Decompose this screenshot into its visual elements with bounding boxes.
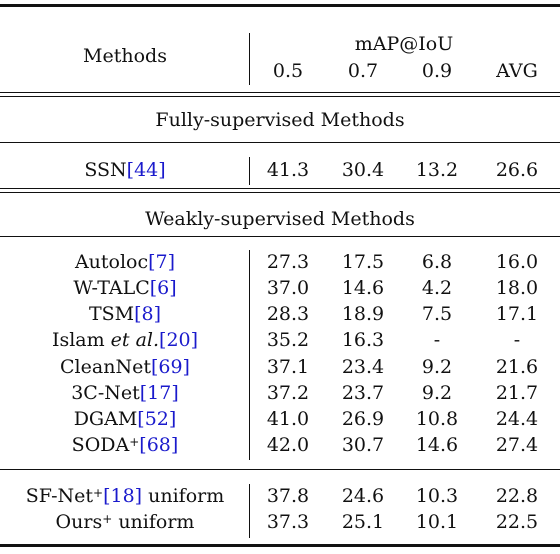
method-cleannet: CleanNet[69]: [60, 356, 190, 378]
value-sfnet-09: 10.3: [415, 485, 459, 507]
value-islam-05: 35.2: [266, 329, 310, 351]
value-sfnet-07: 24.6: [341, 485, 385, 507]
value-cleannet-avg: 21.6: [495, 356, 539, 378]
value-soda-05: 42.0: [266, 434, 310, 456]
top-rule: [0, 4, 560, 7]
method-soda: SODA+[68]: [71, 434, 179, 456]
value-3cnet-07: 23.7: [341, 382, 385, 404]
bottom-rule: [0, 544, 560, 547]
value-autoloc-avg: 16.0: [495, 251, 539, 273]
value-3cnet-09: 9.2: [421, 382, 453, 404]
value-wtalc-07: 14.6: [341, 277, 385, 299]
weak-vline: [249, 250, 250, 460]
citation-link[interactable]: [20]: [159, 329, 199, 351]
method-ours: Ours+ uniform: [55, 511, 195, 533]
value-cleannet-07: 23.4: [341, 356, 385, 378]
value-cleannet-05: 37.1: [266, 356, 310, 378]
value-autoloc-07: 17.5: [341, 251, 385, 273]
method-tsm: TSM[8]: [88, 303, 162, 325]
value-autoloc-09: 6.8: [421, 251, 453, 273]
group-rule: [0, 469, 560, 470]
citation-link[interactable]: [68]: [139, 434, 179, 456]
method-ssn: SSN[44]: [84, 159, 166, 181]
value-sfnet-avg: 22.8: [495, 485, 539, 507]
ssn-vline: [249, 157, 250, 185]
citation-link[interactable]: [52]: [137, 408, 177, 430]
value-ssn-05: 41.3: [266, 159, 310, 181]
uniform-vline: [249, 484, 250, 538]
header-vline: [249, 33, 250, 85]
value-islam-09: -: [433, 329, 441, 351]
header-rule: [0, 92, 560, 93]
value-dgam-avg: 24.4: [495, 408, 539, 430]
value-islam-avg: -: [513, 329, 521, 351]
section-end-rule-double: [0, 192, 560, 193]
value-wtalc-05: 37.0: [266, 277, 310, 299]
value-tsm-09: 7.5: [421, 303, 453, 325]
value-wtalc-avg: 18.0: [495, 277, 539, 299]
value-tsm-07: 18.9: [341, 303, 385, 325]
value-soda-07: 30.7: [341, 434, 385, 456]
methods-header: Methods: [83, 45, 167, 67]
citation-link[interactable]: [18]: [103, 485, 143, 507]
value-cleannet-09: 9.2: [421, 356, 453, 378]
method-wtalc: W-TALC[6]: [73, 277, 177, 299]
section-rule-2: [0, 236, 560, 237]
method-dgam: DGAM[52]: [73, 408, 177, 430]
header-rule-double: [0, 96, 560, 97]
value-ours-05: 37.3: [266, 511, 310, 533]
col-header-09: 0.9: [421, 60, 453, 82]
value-sfnet-05: 37.8: [266, 485, 310, 507]
section-fully-supervised: Fully-supervised Methods: [155, 109, 405, 131]
value-dgam-09: 10.8: [415, 408, 459, 430]
method-3cnet: 3C-Net[17]: [71, 382, 179, 404]
value-ours-avg: 22.5: [495, 511, 539, 533]
method-islam: Islam et al.[20]: [51, 329, 199, 351]
value-tsm-avg: 17.1: [495, 303, 539, 325]
value-ssn-09: 13.2: [415, 159, 459, 181]
citation-link[interactable]: [6]: [149, 277, 177, 299]
col-header-07: 0.7: [347, 60, 379, 82]
value-soda-09: 14.6: [415, 434, 459, 456]
col-header-avg: AVG: [496, 60, 538, 82]
value-ours-09: 10.1: [415, 511, 459, 533]
citation-link[interactable]: [69]: [150, 356, 190, 378]
section-rule: [0, 142, 560, 143]
value-soda-avg: 27.4: [495, 434, 539, 456]
value-3cnet-05: 37.2: [266, 382, 310, 404]
section-weakly-supervised: Weakly-supervised Methods: [145, 208, 415, 230]
method-autoloc: Autoloc[7]: [74, 251, 176, 273]
section-end-rule: [0, 188, 560, 189]
citation-link[interactable]: [44]: [126, 159, 166, 181]
value-dgam-07: 26.9: [341, 408, 385, 430]
value-ours-07: 25.1: [341, 511, 385, 533]
value-3cnet-avg: 21.7: [495, 382, 539, 404]
value-tsm-05: 28.3: [266, 303, 310, 325]
col-header-05: 0.5: [272, 60, 304, 82]
value-autoloc-05: 27.3: [266, 251, 310, 273]
method-sfnet: SF-Net+[18] uniform: [25, 485, 225, 507]
citation-link[interactable]: [17]: [139, 382, 179, 404]
citation-link[interactable]: [8]: [134, 303, 162, 325]
citation-link[interactable]: [7]: [148, 251, 176, 273]
value-ssn-07: 30.4: [341, 159, 385, 181]
value-dgam-05: 41.0: [266, 408, 310, 430]
value-wtalc-09: 4.2: [421, 277, 453, 299]
metric-header: mAP@IoU: [354, 33, 454, 55]
value-islam-07: 16.3: [341, 329, 385, 351]
value-ssn-avg: 26.6: [495, 159, 539, 181]
